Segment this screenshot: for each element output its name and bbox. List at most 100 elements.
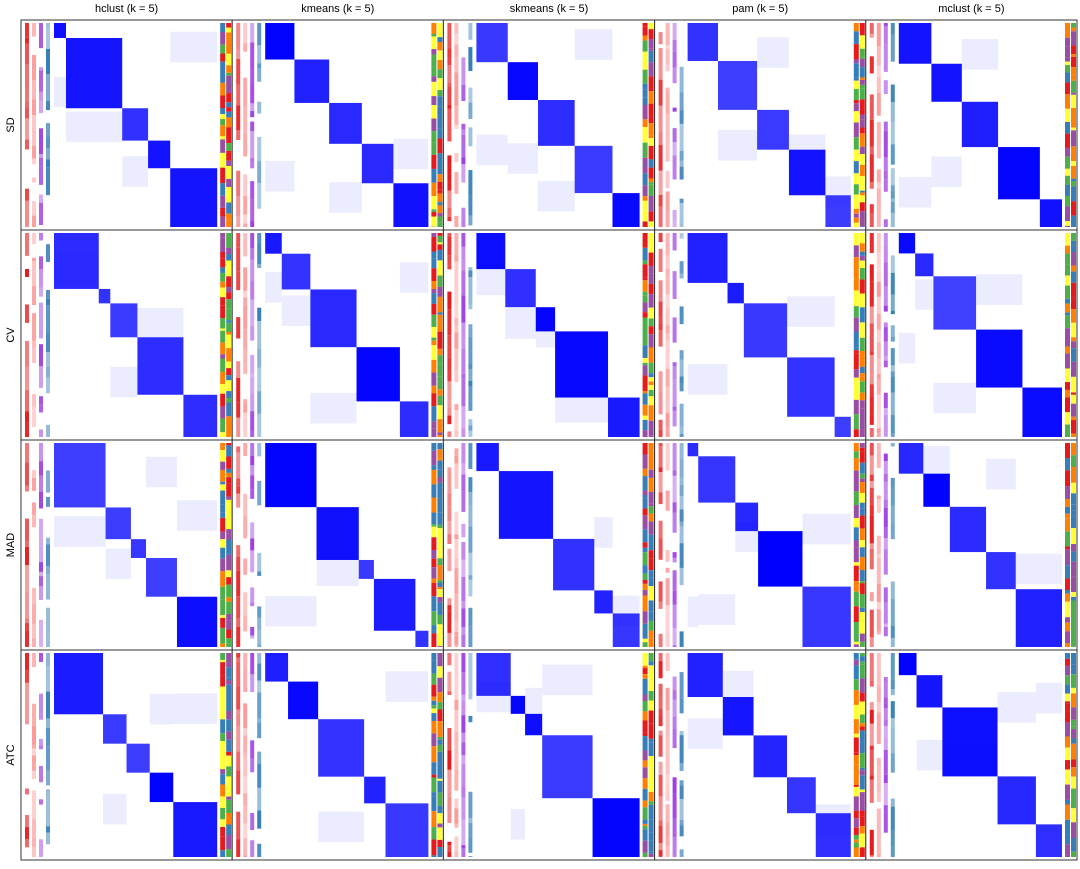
annotation-left <box>468 304 472 309</box>
annotation-left <box>673 156 677 180</box>
heatmap-block <box>789 150 825 196</box>
annotation-left <box>461 627 465 635</box>
annotation-right <box>860 723 865 726</box>
heatmap-shade <box>787 296 834 327</box>
annotation-right <box>220 418 225 432</box>
annotation-left <box>659 195 663 207</box>
annotation-left <box>25 38 29 44</box>
heatmap-block <box>593 798 640 857</box>
annotation-right <box>860 381 865 393</box>
annotation-left <box>891 478 895 488</box>
annotation-right <box>854 245 859 257</box>
annotation-left <box>454 824 458 828</box>
annotation-right <box>643 185 648 196</box>
annotation-right <box>1065 499 1070 507</box>
annotation-right <box>643 565 648 573</box>
annotation-right <box>854 400 859 414</box>
annotation-left <box>243 101 247 107</box>
heatmap-block <box>364 777 385 804</box>
annotation-right <box>1071 528 1076 544</box>
annotation-left <box>877 433 881 437</box>
annotation-left <box>877 297 881 314</box>
annotation-left <box>468 369 472 381</box>
annotation-right <box>431 839 436 855</box>
annotation-right <box>860 351 865 367</box>
annotation-left <box>870 724 874 746</box>
annotation-right <box>437 189 442 193</box>
annotation-right <box>854 679 859 690</box>
heatmap-shade <box>933 383 976 414</box>
annotation-right <box>860 56 865 58</box>
annotation-left <box>257 68 261 82</box>
annotation-left <box>659 581 663 601</box>
annotation-left <box>39 745 43 749</box>
annotation-left <box>39 572 43 576</box>
annotation-left <box>870 307 874 324</box>
annotation-left <box>870 146 874 154</box>
annotation-right <box>431 406 436 421</box>
annotation-right <box>854 562 859 565</box>
annotation-right <box>431 513 436 525</box>
annotation-right <box>860 49 865 57</box>
heatmap-shade <box>538 181 575 212</box>
annotation-right <box>1071 744 1076 760</box>
annotation-right <box>431 119 436 132</box>
annotation-left <box>236 85 240 106</box>
annotation-right <box>431 470 436 484</box>
annotation-left <box>250 489 254 499</box>
heatmap-block <box>933 276 976 329</box>
annotation-left <box>659 446 663 467</box>
annotation-right <box>649 785 654 792</box>
annotation-left <box>25 64 29 90</box>
heatmap-block <box>173 802 217 857</box>
annotation-right <box>854 122 859 137</box>
annotation-right <box>649 421 654 436</box>
annotation-left <box>468 170 472 196</box>
annotation-right <box>220 628 225 644</box>
annotation-left <box>680 496 684 509</box>
heatmap-block <box>476 443 498 471</box>
annotation-right <box>649 373 654 377</box>
annotation-right <box>220 528 225 532</box>
heatmap-shade <box>282 295 311 326</box>
annotation-right <box>643 824 648 826</box>
annotation-right <box>649 168 654 179</box>
annotation-left <box>659 472 663 492</box>
annotation-left <box>891 718 895 727</box>
annotation-left <box>46 290 50 299</box>
annotation-right <box>643 624 648 639</box>
annotation-right <box>226 825 231 836</box>
annotation-right <box>1065 82 1070 94</box>
annotation-right <box>854 354 859 370</box>
annotation-right <box>643 590 648 596</box>
annotation-left <box>257 653 261 664</box>
annotation-right <box>643 416 648 420</box>
annotation-left <box>666 369 670 387</box>
annotation-left <box>243 179 247 197</box>
annotation-right <box>1065 47 1070 58</box>
annotation-left <box>877 653 881 671</box>
annotation-right <box>860 243 865 251</box>
annotation-left <box>250 162 254 169</box>
annotation-left <box>461 219 465 227</box>
annotation-left <box>461 259 465 270</box>
annotation-right <box>431 631 436 634</box>
annotation-right <box>437 90 442 96</box>
annotation-left <box>666 386 670 403</box>
annotation-left <box>884 219 888 227</box>
heatmap-block <box>317 507 359 560</box>
annotation-left <box>39 562 43 572</box>
annotation-left <box>461 135 465 157</box>
annotation-right <box>643 679 648 695</box>
annotation-right <box>437 122 442 128</box>
annotation-left <box>884 783 888 805</box>
annotation-right <box>1071 186 1076 201</box>
annotation-right <box>437 840 442 847</box>
annotation-right <box>860 307 865 322</box>
annotation-left <box>884 508 888 527</box>
annotation-right <box>649 600 654 611</box>
annotation-left <box>673 591 677 605</box>
annotation-right <box>1071 181 1076 186</box>
annotation-left <box>257 810 261 828</box>
annotation-right <box>643 611 648 623</box>
